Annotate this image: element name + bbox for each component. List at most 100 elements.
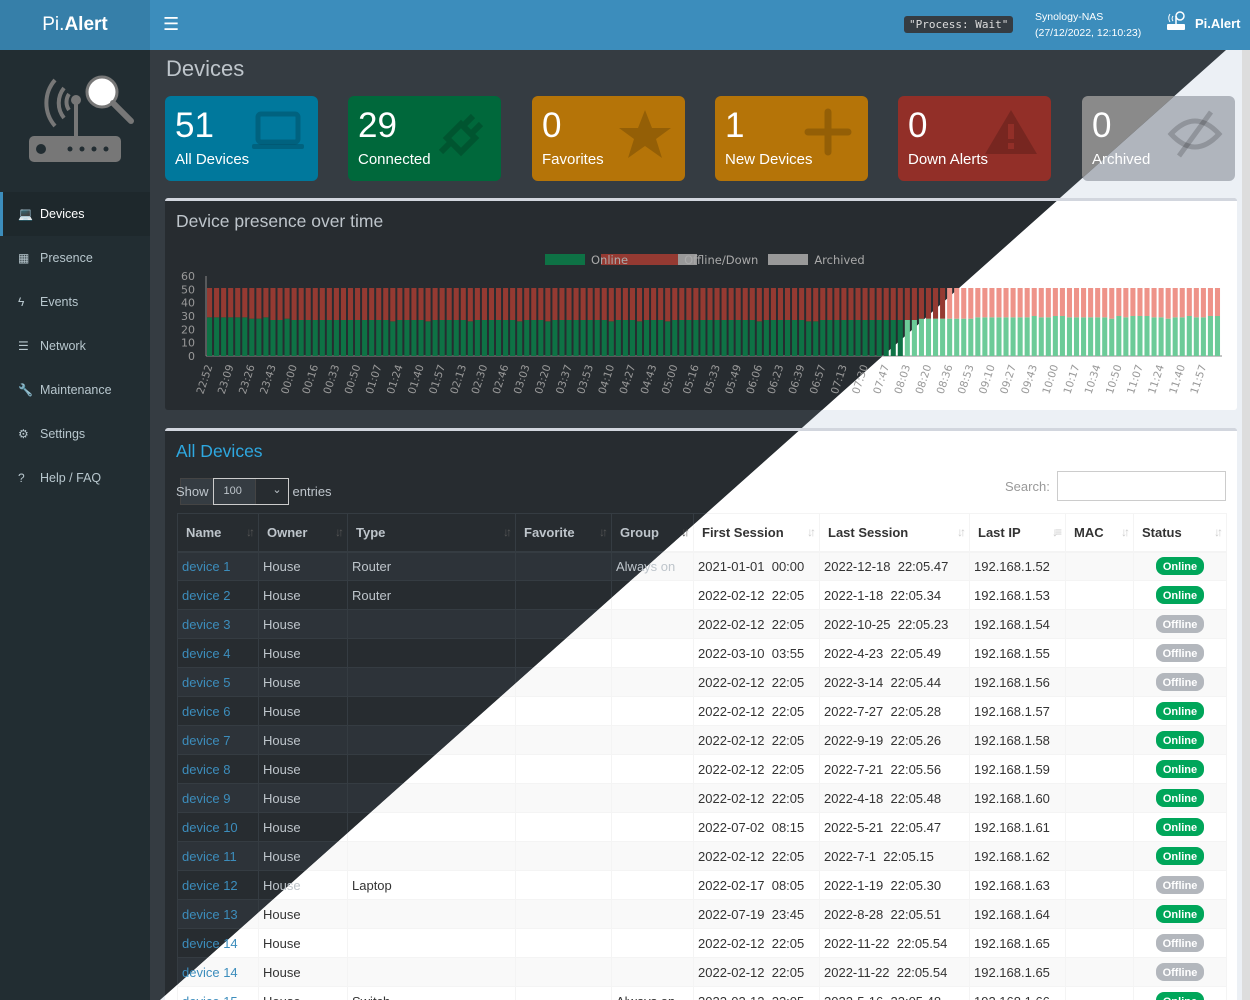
- bar-online[interactable]: [1031, 316, 1037, 356]
- bar-offline[interactable]: [1200, 288, 1206, 318]
- bar-online[interactable]: [495, 320, 502, 356]
- bar-offline[interactable]: [904, 288, 910, 320]
- bar-offline[interactable]: [1081, 288, 1087, 318]
- bar-online[interactable]: [679, 320, 685, 356]
- bar-online[interactable]: [820, 320, 826, 356]
- bar-online[interactable]: [1073, 317, 1080, 356]
- bar-offline[interactable]: [622, 288, 628, 320]
- bar-offline[interactable]: [524, 288, 530, 320]
- bar-online[interactable]: [933, 318, 939, 356]
- bar-offline[interactable]: [1214, 288, 1221, 316]
- bar-online[interactable]: [855, 320, 861, 356]
- bar-online[interactable]: [249, 318, 255, 356]
- bar-online[interactable]: [1207, 316, 1213, 356]
- bar-online[interactable]: [1179, 317, 1185, 356]
- bar-online[interactable]: [890, 320, 896, 356]
- info-box-connected[interactable]: 29 Connected: [348, 96, 501, 181]
- device-link[interactable]: device 14: [182, 964, 238, 980]
- bar-online[interactable]: [390, 321, 396, 356]
- bar-offline[interactable]: [446, 288, 452, 320]
- bar-offline[interactable]: [566, 288, 572, 320]
- bar-offline[interactable]: [235, 288, 241, 318]
- bar-online[interactable]: [1059, 316, 1065, 356]
- bar-offline[interactable]: [1109, 288, 1115, 319]
- bar-offline[interactable]: [749, 288, 755, 320]
- bar-offline[interactable]: [207, 288, 213, 318]
- bar-online[interactable]: [848, 320, 854, 356]
- bar-online[interactable]: [214, 317, 220, 356]
- bar-online[interactable]: [524, 320, 530, 356]
- bar-online[interactable]: [827, 320, 833, 356]
- bar-offline[interactable]: [1179, 288, 1185, 318]
- bar-offline[interactable]: [1123, 288, 1129, 318]
- bar-offline[interactable]: [263, 288, 269, 318]
- bar-online[interactable]: [693, 320, 699, 356]
- bar-offline[interactable]: [1038, 288, 1044, 318]
- bar-online[interactable]: [1193, 317, 1199, 356]
- device-link[interactable]: device 12: [182, 877, 238, 893]
- bar-online[interactable]: [263, 317, 269, 356]
- bar-offline[interactable]: [249, 288, 255, 319]
- page-scrollbar[interactable]: [1242, 50, 1250, 1000]
- bar-online[interactable]: [552, 320, 558, 356]
- device-link[interactable]: device 7: [182, 732, 231, 748]
- bar-offline[interactable]: [1151, 288, 1157, 318]
- bar-offline[interactable]: [432, 288, 438, 320]
- table-row[interactable]: device 14 House 2022-02-12 22:05 2022-11-22…: [178, 958, 1227, 987]
- bar-online[interactable]: [763, 320, 769, 356]
- bar-offline[interactable]: [1172, 288, 1178, 318]
- bar-online[interactable]: [876, 320, 882, 356]
- bar-online[interactable]: [298, 320, 304, 356]
- bar-online[interactable]: [799, 320, 805, 356]
- sidebar-item-maintenance[interactable]: 🔧 Maintenance: [0, 368, 150, 412]
- table-row[interactable]: device 5 House 2022-02-12 22:05 2022-3-14 2…: [178, 668, 1227, 697]
- info-box-all-devices[interactable]: 51 All Devices: [165, 96, 318, 181]
- bar-offline[interactable]: [228, 288, 234, 318]
- bar-offline[interactable]: [629, 288, 635, 320]
- bar-online[interactable]: [347, 320, 354, 356]
- bar-offline[interactable]: [284, 288, 290, 319]
- bar-offline[interactable]: [975, 288, 981, 318]
- bar-offline[interactable]: [221, 288, 227, 318]
- bar-online[interactable]: [940, 318, 946, 356]
- bar-online[interactable]: [376, 320, 382, 356]
- bar-online[interactable]: [1038, 317, 1044, 356]
- bar-offline[interactable]: [411, 288, 417, 320]
- bar-offline[interactable]: [580, 288, 586, 320]
- bar-online[interactable]: [1017, 317, 1023, 356]
- bar-online[interactable]: [615, 320, 621, 356]
- bar-online[interactable]: [1130, 316, 1136, 356]
- bar-online[interactable]: [305, 320, 311, 356]
- bar-offline[interactable]: [319, 288, 325, 320]
- bar-offline[interactable]: [644, 288, 650, 320]
- bar-offline[interactable]: [862, 288, 868, 320]
- bar-offline[interactable]: [1165, 288, 1171, 319]
- bar-online[interactable]: [256, 318, 262, 356]
- entries-select[interactable]: 100 ⌄: [212, 478, 289, 505]
- bar-offline[interactable]: [1158, 288, 1164, 318]
- bar-offline[interactable]: [770, 288, 776, 320]
- bar-online[interactable]: [432, 320, 438, 356]
- bar-online[interactable]: [453, 320, 459, 356]
- bar-online[interactable]: [834, 320, 840, 356]
- bar-offline[interactable]: [1193, 288, 1199, 318]
- bar-online[interactable]: [1081, 317, 1087, 356]
- bar-online[interactable]: [481, 320, 487, 356]
- bar-online[interactable]: [658, 320, 664, 356]
- bar-online[interactable]: [1151, 317, 1157, 356]
- info-box-down-alerts[interactable]: 0 Down Alerts: [898, 96, 1051, 181]
- bar-offline[interactable]: [897, 288, 903, 320]
- bar-online[interactable]: [580, 320, 586, 356]
- column-header-owner[interactable]: Owner ↓↑: [259, 514, 348, 552]
- bar-offline[interactable]: [481, 288, 487, 320]
- bar-online[interactable]: [1045, 317, 1051, 356]
- bar-online[interactable]: [1003, 317, 1009, 356]
- bar-online[interactable]: [644, 320, 650, 356]
- bar-offline[interactable]: [312, 288, 318, 320]
- bar-online[interactable]: [925, 318, 932, 356]
- bar-online[interactable]: [355, 320, 361, 356]
- bar-offline[interactable]: [1052, 288, 1058, 316]
- bar-online[interactable]: [622, 320, 628, 356]
- bar-online[interactable]: [792, 320, 798, 356]
- bar-offline[interactable]: [756, 288, 762, 322]
